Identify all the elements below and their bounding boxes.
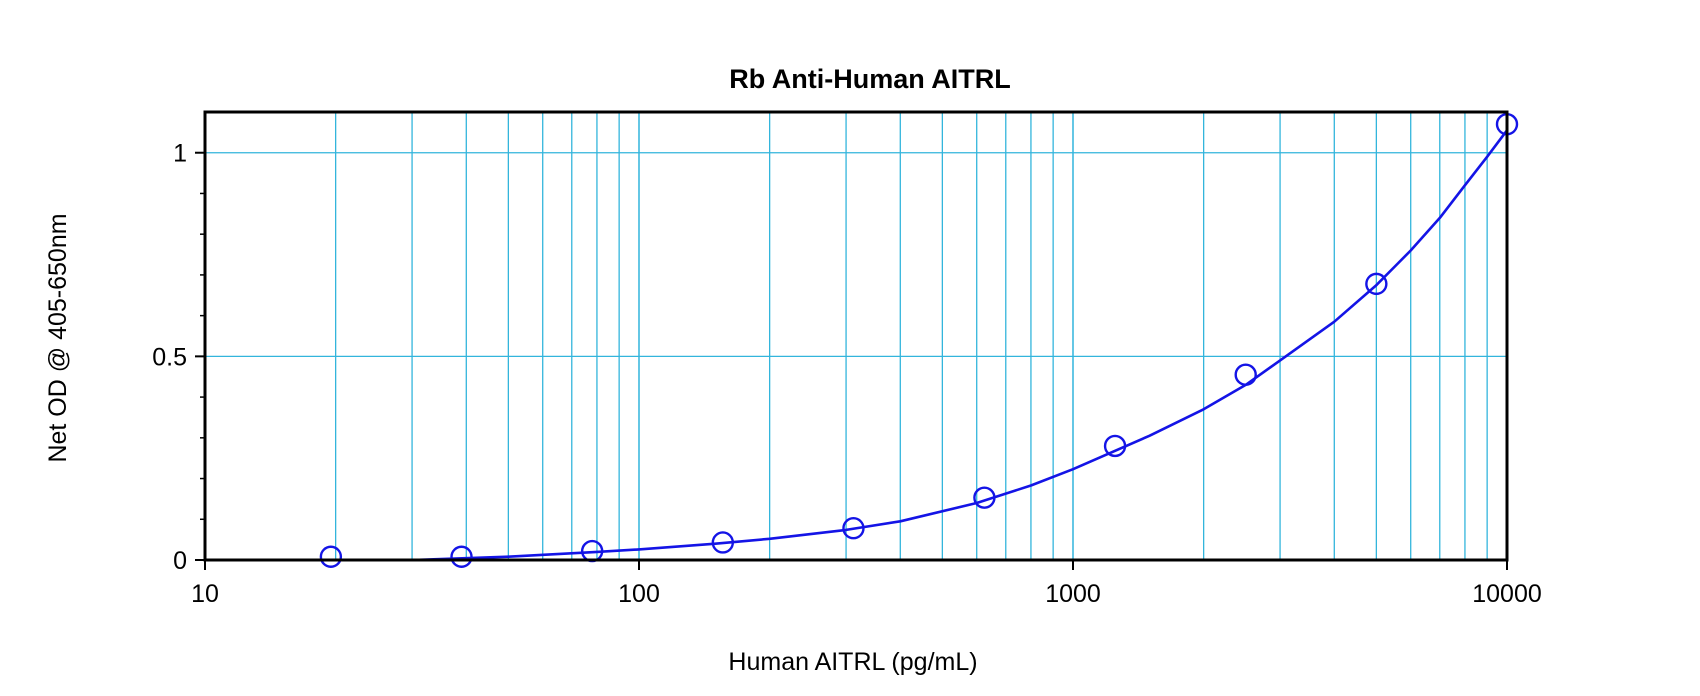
y-axis-label: Net OD @ 405-650nm (44, 213, 72, 462)
fit-curve-layer (412, 129, 1509, 562)
chart-title: Rb Anti-Human AITRL (729, 64, 1010, 94)
data-point (1103, 434, 1127, 458)
data-point (450, 545, 473, 568)
y-tick-label: 1 (173, 140, 187, 168)
y-tick-label: 0.5 (152, 343, 187, 371)
data-point (842, 517, 865, 540)
x-tick-label: 10000 (1472, 580, 1542, 608)
x-tick-labels: 10 100 1000 10000 (191, 580, 1542, 608)
data-point (1365, 272, 1388, 296)
y-tick-label: 0 (173, 547, 187, 575)
data-point (711, 531, 735, 554)
plot-frame (203, 110, 1509, 562)
fit-curve (412, 129, 1509, 562)
data-point (973, 486, 996, 509)
x-tick-label: 1000 (1045, 580, 1101, 608)
y-tick-labels: 00.51 (152, 140, 187, 575)
grid (205, 112, 1507, 560)
data-point (1234, 363, 1257, 386)
x-tick-label: 100 (618, 580, 660, 608)
x-tick-label: 10 (191, 580, 219, 608)
data-points (319, 113, 1519, 568)
data-point (319, 545, 343, 568)
x-axis-label: Human AITRL (pg/mL) (728, 648, 977, 676)
axis-ticks (195, 151, 1508, 570)
